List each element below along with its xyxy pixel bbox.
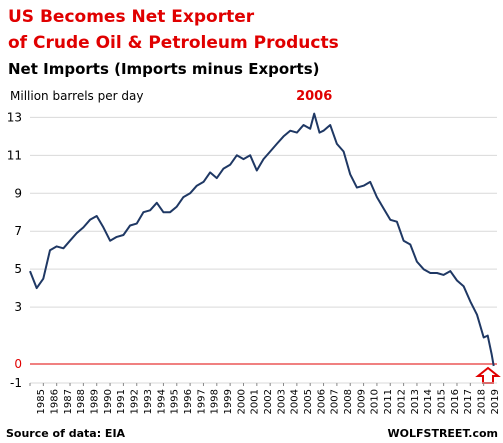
arrow-icon xyxy=(475,366,501,384)
y-tick-label: 0 xyxy=(14,357,22,371)
x-tick-label: 1990 xyxy=(103,389,114,414)
y-tick-label: 11 xyxy=(7,148,22,162)
y-tick-label: -1 xyxy=(10,376,22,390)
data-line xyxy=(29,112,495,367)
x-tick-label: 1998 xyxy=(210,389,221,414)
y-tick-label: 9 xyxy=(14,186,22,200)
y-axis-label: Million barrels per day xyxy=(10,89,143,103)
x-tick-label: 2012 xyxy=(396,389,407,414)
x-tick-label: 2002 xyxy=(263,389,274,414)
x-tick-label: 2015 xyxy=(436,389,447,414)
chart-title: of Crude Oil & Petroleum Products xyxy=(8,33,339,53)
x-tick-label: 2019 xyxy=(490,389,501,414)
x-tick-label: 2009 xyxy=(356,389,367,414)
x-tick-label: 1997 xyxy=(196,389,207,414)
x-tick-label: 2000 xyxy=(236,389,247,414)
chart-title: US Becomes Net Exporter xyxy=(8,7,255,27)
x-tick-label: 2005 xyxy=(303,389,314,414)
y-tick-label: 3 xyxy=(14,300,22,314)
x-tick-label: 1994 xyxy=(156,389,167,414)
x-tick-label: 2014 xyxy=(423,389,434,414)
y-tick-label: 7 xyxy=(14,224,22,238)
x-tick-label: 2017 xyxy=(463,389,474,414)
x-tick-label: 1986 xyxy=(50,389,61,414)
x-tick-label: 2007 xyxy=(330,389,341,414)
x-tick-label: 2011 xyxy=(383,389,394,414)
chart-subtitle: Net Imports (Imports minus Exports) xyxy=(8,60,320,78)
annotation: 2006 xyxy=(296,89,332,104)
x-tick-label: 2016 xyxy=(450,389,461,414)
x-tick-label: 1987 xyxy=(63,389,74,414)
x-tick-label: 1991 xyxy=(116,389,127,414)
x-tick-label: 2003 xyxy=(276,389,287,414)
y-tick-label: 13 xyxy=(7,110,22,124)
x-tick-label: 1995 xyxy=(170,389,181,414)
x-tick-label: 1988 xyxy=(76,389,87,414)
x-tick-label: 1999 xyxy=(223,389,234,414)
x-tick-label: 2006 xyxy=(316,389,327,414)
y-tick-label: 5 xyxy=(14,262,22,276)
x-tick-label: 2001 xyxy=(250,389,261,414)
x-tick-label: 1989 xyxy=(90,389,101,414)
x-tick-label: 1985 xyxy=(36,389,47,414)
brand: WOLFSTREET.com xyxy=(388,427,498,440)
x-tick-label: 2018 xyxy=(476,389,487,414)
x-tick-label: 1993 xyxy=(143,389,154,414)
source-note: Source of data: EIA xyxy=(6,427,126,440)
x-tick-label: 2013 xyxy=(410,389,421,414)
x-tick-label: 2008 xyxy=(343,389,354,414)
x-tick-label: 2004 xyxy=(290,389,301,414)
x-tick-label: 1992 xyxy=(130,389,141,414)
x-tick-label: 1996 xyxy=(183,389,194,414)
x-tick-label: 2010 xyxy=(370,389,381,414)
